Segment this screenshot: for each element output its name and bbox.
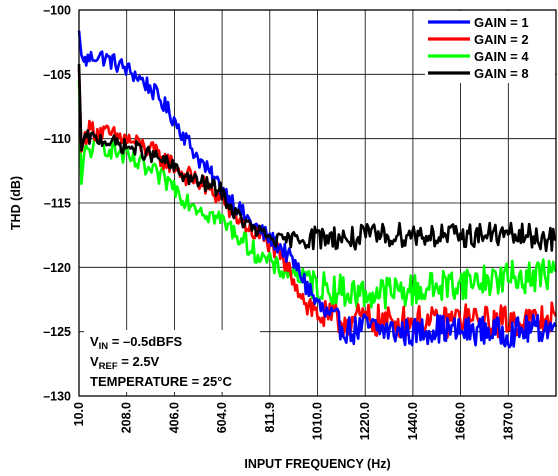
legend-label: GAIN = 2 — [474, 32, 529, 47]
annotation-vin: VIN = –0.5dBFS — [90, 334, 183, 352]
annotation-vin-value: = –0.5dBFS — [108, 334, 182, 349]
legend-label: GAIN = 4 — [474, 49, 529, 64]
x-tick-label: 604.0 — [215, 402, 229, 433]
annotation-vref-symbol: V — [90, 354, 99, 369]
y-axis-title: THD (dB) — [9, 176, 23, 230]
x-tick-label: 1660.0 — [454, 402, 468, 440]
series-line-gain-1 — [77, 30, 558, 349]
x-tick-label: 1870.0 — [501, 402, 515, 440]
y-tick-label: –105 — [43, 68, 71, 82]
x-tick-labels: 10.0 208.0 406.0 604.0 811.9 1010.0 1220.0 1440… — [72, 402, 515, 440]
legend-label: GAIN = 1 — [474, 15, 529, 30]
y-tick-label: –115 — [44, 197, 71, 211]
plot-frame — [78, 9, 557, 397]
legend: GAIN = 1 GAIN = 2 GAIN = 4 GAIN = 8 — [425, 11, 555, 83]
y-tick-label: –100 — [43, 4, 71, 18]
x-tick-label: 1220.0 — [358, 402, 372, 440]
legend-label: GAIN = 8 — [474, 66, 529, 81]
annotation-vref-value: = 2.5V — [118, 354, 160, 369]
series-layer — [77, 30, 558, 349]
annotation-vin-symbol: V — [90, 334, 99, 349]
series-line-gain-8 — [77, 63, 557, 253]
y-tick-labels: –100 –105 –110 –115 –120 –125 –130 — [43, 4, 71, 404]
x-tick-label: 811.9 — [263, 402, 277, 433]
y-tick-label: –130 — [43, 390, 71, 404]
conditions-annotation: VIN = –0.5dBFS VREF = 2.5V TEMPERATURE =… — [84, 330, 260, 392]
annotation-vref-subscript: REF — [99, 361, 118, 372]
y-tick-label: –120 — [43, 261, 71, 275]
x-tick-label: 10.0 — [72, 402, 86, 426]
x-axis-title: INPUT FREQUENCY (Hz) — [244, 457, 390, 471]
annotation-background — [84, 330, 260, 392]
x-tick-label: 208.0 — [120, 402, 134, 433]
series-line-gain-4 — [77, 80, 558, 310]
y-tick-label: –125 — [43, 325, 71, 339]
x-tick-label: 1010.0 — [311, 402, 325, 440]
x-tick-label: 1440.0 — [406, 402, 420, 440]
annotation-temperature: TEMPERATURE = 25°C — [90, 374, 232, 389]
annotation-vref: VREF = 2.5V — [90, 354, 160, 372]
x-tick-label: 406.0 — [167, 402, 181, 433]
annotation-vin-subscript: IN — [99, 341, 109, 352]
y-tick-label: –110 — [44, 132, 71, 146]
